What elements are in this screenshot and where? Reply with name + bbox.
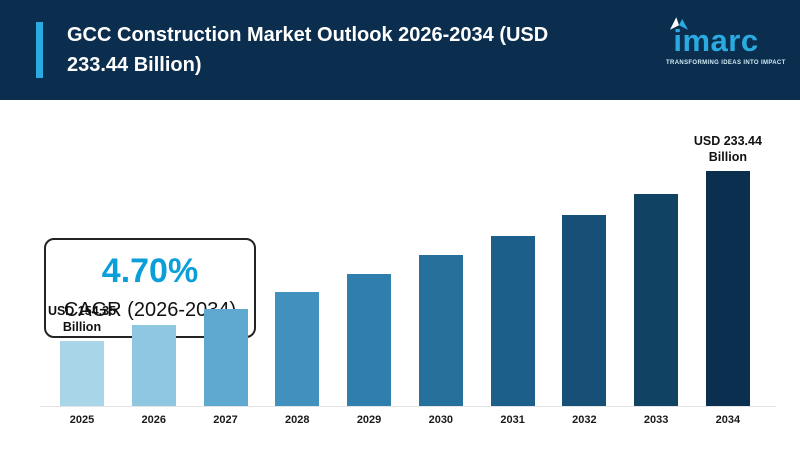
x-axis-label-2030: 2030: [428, 414, 454, 426]
bar-2032: [562, 215, 607, 406]
bar-column-2031: 2031: [490, 236, 535, 426]
bar-column-2025: USD 154.35 Billion 2025: [48, 304, 116, 427]
header: GCC Construction Market Outlook 2026-203…: [0, 0, 800, 100]
bar-2030: [418, 255, 463, 406]
bar-2033: [634, 194, 679, 406]
x-axis-label-2033: 2033: [643, 414, 669, 426]
imarc-logo-tagline: TRANSFORMING IDEAS INTO IMPACT: [666, 60, 786, 67]
bar-column-2028: 2028: [275, 292, 320, 426]
x-axis-label-2026: 2026: [141, 414, 166, 426]
chart-area: 4.70% CAGR (2026-2034) USD 154.35 Billio…: [0, 100, 800, 450]
x-axis-line: [40, 406, 776, 407]
bar-2026: [131, 325, 176, 406]
imarc-logo-icon: [670, 17, 688, 30]
bar-value-label-2034: USD 233.44 Billion: [693, 133, 762, 164]
x-axis-label-2025: 2025: [69, 414, 95, 426]
bar-chart: USD 154.35 Billion 2025 2026 2027 2028 2029 20…: [48, 76, 762, 427]
bar-2025: USD 154.35 Billion: [48, 304, 116, 406]
x-axis-label-2029: 2029: [356, 414, 382, 426]
x-axis-label-2031: 2031: [500, 414, 525, 426]
imarc-logo: imarc TRANSFORMING IDEAS INTO IMPACT: [666, 17, 786, 67]
bar-value-label-2025: USD 154.35 Billion: [47, 303, 117, 334]
bar-2034: USD 233.44 Billion: [694, 134, 762, 406]
x-axis-label-2028: 2028: [285, 414, 310, 426]
bar-column-2027: 2027: [203, 309, 248, 426]
x-axis-label-2027: 2027: [213, 414, 238, 426]
bar-column-2034: USD 233.44 Billion 2034: [694, 134, 762, 427]
page-title: GCC Construction Market Outlook 2026-203…: [67, 24, 549, 76]
bar-column-2033: 2033: [634, 194, 679, 426]
cagr-label: CAGR (2026-2034): [63, 299, 237, 321]
bar-column-2026: 2026: [131, 325, 176, 426]
bar-column-2030: 2030: [418, 255, 463, 426]
bar-column-2032: 2032: [562, 215, 607, 426]
bar-2028: [275, 292, 320, 406]
cagr-value: 4.70%: [101, 252, 199, 290]
title-accent-bar: [36, 22, 43, 78]
bar-2027: [203, 309, 248, 406]
bar-2029: [347, 274, 392, 406]
bar-column-2029: 2029: [347, 274, 392, 426]
x-axis-label-2034: 2034: [715, 414, 741, 426]
bar-2031: [490, 236, 535, 406]
x-axis-label-2032: 2032: [572, 414, 597, 426]
